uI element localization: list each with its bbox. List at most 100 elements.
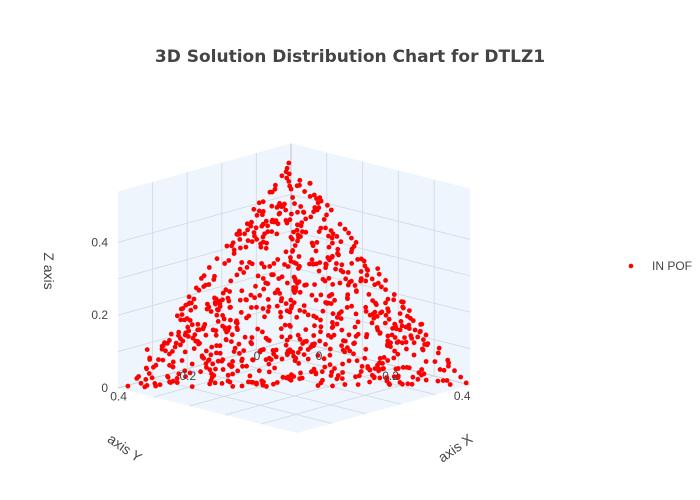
data-point — [330, 311, 336, 317]
data-point — [327, 362, 333, 368]
data-point — [290, 349, 296, 355]
data-point — [276, 276, 282, 281]
data-point — [452, 368, 457, 374]
data-point — [174, 380, 180, 385]
data-point — [383, 312, 389, 318]
data-point — [189, 384, 195, 389]
data-point — [343, 338, 348, 344]
data-point — [355, 257, 360, 262]
data-point — [435, 378, 441, 384]
data-point — [285, 280, 290, 286]
data-point — [303, 327, 309, 332]
data-point — [160, 357, 166, 363]
data-point — [297, 289, 303, 295]
data-point — [375, 280, 381, 286]
data-point — [387, 382, 392, 387]
data-point — [275, 221, 281, 227]
data-point — [199, 276, 204, 281]
data-point — [322, 278, 328, 284]
data-point — [296, 254, 302, 259]
z-tick-label: 0 — [101, 381, 108, 395]
data-point — [383, 287, 388, 292]
data-point — [208, 309, 214, 314]
data-point — [196, 341, 202, 347]
data-point — [285, 264, 291, 269]
data-point — [187, 370, 193, 376]
data-point — [342, 349, 348, 355]
data-point — [217, 304, 223, 309]
data-point — [250, 380, 256, 385]
data-point — [239, 358, 245, 364]
data-point — [173, 340, 179, 346]
data-point — [172, 344, 178, 350]
data-point — [217, 343, 223, 349]
data-point — [313, 371, 319, 377]
data-point — [278, 314, 284, 320]
data-point — [204, 306, 210, 312]
data-point — [388, 344, 393, 350]
data-point — [417, 329, 423, 335]
data-point — [165, 374, 171, 380]
data-point — [395, 351, 401, 357]
data-point — [314, 207, 320, 213]
data-point — [329, 325, 335, 330]
data-point — [421, 337, 426, 343]
data-point — [458, 374, 464, 380]
data-point — [326, 244, 332, 250]
data-point — [261, 286, 267, 292]
data-point — [361, 258, 367, 264]
data-point — [183, 302, 189, 308]
data-point — [359, 364, 365, 369]
data-point — [294, 227, 300, 233]
data-point — [316, 229, 322, 235]
data-point — [391, 374, 397, 379]
data-point — [251, 230, 257, 235]
data-point — [391, 292, 397, 297]
data-point — [378, 310, 383, 316]
data-point — [241, 270, 247, 275]
data-point — [273, 354, 279, 360]
data-point — [230, 359, 236, 364]
data-point — [210, 361, 216, 367]
gridline-x — [153, 348, 327, 398]
data-point — [291, 300, 297, 305]
data-point — [254, 236, 260, 242]
legend[interactable]: IN POF — [628, 259, 692, 273]
data-point — [371, 315, 377, 321]
data-point — [146, 371, 152, 376]
data-point — [364, 272, 370, 278]
data-point — [423, 359, 429, 364]
data-point — [170, 359, 176, 365]
data-point — [269, 203, 275, 209]
data-point — [326, 233, 331, 239]
data-points[interactable] — [125, 160, 469, 390]
data-point — [286, 179, 292, 184]
y-axis-title: axis Y — [105, 430, 146, 465]
data-point — [315, 200, 321, 206]
data-point — [168, 331, 174, 337]
data-point — [147, 357, 153, 362]
data-point — [349, 261, 355, 266]
data-point — [446, 363, 451, 369]
data-point — [283, 249, 289, 255]
data-point — [214, 256, 220, 262]
data-point — [400, 381, 405, 387]
data-point — [213, 332, 219, 338]
data-point — [346, 332, 352, 338]
data-point — [174, 376, 180, 381]
data-point — [235, 368, 241, 374]
data-point — [231, 251, 237, 256]
data-point — [191, 346, 197, 351]
data-point — [274, 205, 280, 210]
data-point — [219, 358, 225, 364]
data-point — [401, 305, 406, 311]
data-point — [393, 326, 399, 332]
data-point — [263, 245, 269, 251]
data-point — [377, 355, 383, 361]
data-point — [242, 231, 248, 237]
data-point — [282, 322, 288, 328]
data-point — [248, 223, 254, 229]
data-point — [372, 366, 378, 371]
data-point — [352, 283, 358, 288]
